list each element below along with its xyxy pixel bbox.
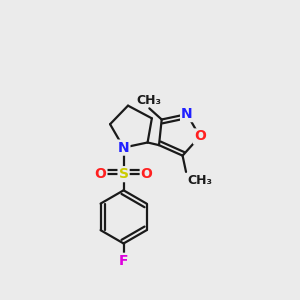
Text: N: N — [118, 141, 129, 154]
Text: N: N — [181, 107, 193, 121]
Text: S: S — [118, 167, 129, 181]
Text: O: O — [141, 167, 153, 181]
Text: O: O — [94, 167, 106, 181]
Text: F: F — [119, 254, 128, 268]
Text: CH₃: CH₃ — [187, 174, 212, 187]
Text: O: O — [194, 130, 206, 143]
Text: CH₃: CH₃ — [137, 94, 162, 107]
